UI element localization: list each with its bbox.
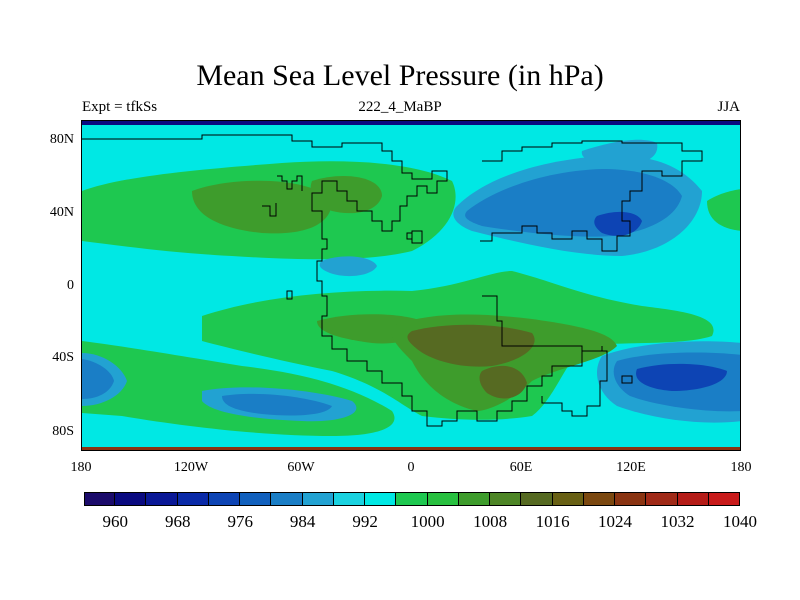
period-label: 222_4_MaBP — [358, 99, 442, 115]
colorbar-label: 976 — [227, 512, 253, 531]
x-tick-label: 120E — [616, 460, 646, 475]
colorbar-label: 1000 — [410, 512, 445, 531]
colorbar-swatch — [615, 492, 647, 506]
pressure-field-map — [82, 121, 740, 450]
colorbar-swatch — [271, 492, 303, 506]
colorbar-swatch — [458, 492, 491, 506]
continent-outlines — [82, 134, 703, 427]
southern-outlines — [482, 295, 633, 417]
colorbar-label: 1008 — [473, 512, 508, 531]
season-label: JJA — [717, 99, 740, 115]
southern-high-core-2 — [479, 365, 527, 399]
colorbar-swatch — [427, 492, 459, 506]
polar-high-strip — [82, 447, 740, 450]
colorbar-swatch — [84, 492, 116, 506]
experiment-label: Expt = tfkSs — [82, 99, 158, 115]
colorbar-swatch — [146, 492, 178, 506]
y-tick-label: 40S — [52, 350, 74, 365]
se-low-core — [636, 363, 727, 391]
x-tick-label: 60E — [509, 460, 533, 475]
map-panel — [81, 120, 741, 451]
east-pacific-high — [707, 189, 740, 231]
x-tick-label: 60W — [287, 460, 315, 475]
x-tick-label: 120W — [173, 460, 209, 475]
colorbar-label: 1040 — [723, 512, 757, 531]
north-atlantic-core — [310, 176, 382, 214]
colorbar-label: 992 — [352, 512, 378, 531]
x-tick-label: 0 — [407, 460, 415, 475]
colorbar-swatch — [521, 492, 553, 506]
y-tick-label: 80S — [52, 424, 74, 439]
y-tick-label: 0 — [67, 278, 74, 293]
siberia-low — [581, 139, 658, 166]
southern-high-core — [407, 324, 535, 367]
colorbar-swatch — [177, 492, 209, 506]
colorbar-label: 984 — [289, 512, 316, 531]
colorbar-swatch — [490, 492, 522, 506]
y-tick-label: 80N — [49, 132, 74, 147]
colorbar-swatch — [115, 492, 147, 506]
colorbar-swatch — [396, 492, 428, 506]
colorbar-outline — [84, 492, 740, 506]
south-pacific-low — [222, 393, 332, 416]
north-america-high-core — [192, 180, 332, 234]
equatorial-low — [319, 256, 377, 277]
colorbar-swatch — [583, 492, 616, 506]
x-tick-label: 180 — [730, 460, 752, 475]
colorbar-swatch — [552, 492, 584, 506]
y-tick-label: 40N — [49, 205, 74, 220]
map-title: Mean Sea Level Pressure (in hPa) — [196, 59, 604, 92]
colorbar-label: 1024 — [598, 512, 633, 531]
colorbar-label: 1032 — [660, 512, 695, 531]
colorbar-swatch — [365, 492, 397, 506]
colorbar-label: 968 — [164, 512, 191, 531]
colorbar-label: 1016 — [535, 512, 570, 531]
colorbar-swatch — [208, 492, 241, 506]
sw-low — [82, 359, 114, 399]
polar-low-strip — [82, 121, 740, 125]
colorbar-swatch — [240, 492, 272, 506]
colorbar-swatch — [677, 492, 709, 506]
colorbar — [84, 492, 740, 506]
colorbar-swatch — [333, 492, 366, 506]
x-tick-label: 180 — [70, 460, 92, 475]
colorbar-label: 960 — [102, 512, 128, 531]
colorbar-swatch — [646, 492, 678, 506]
colorbar-swatch — [302, 492, 334, 506]
